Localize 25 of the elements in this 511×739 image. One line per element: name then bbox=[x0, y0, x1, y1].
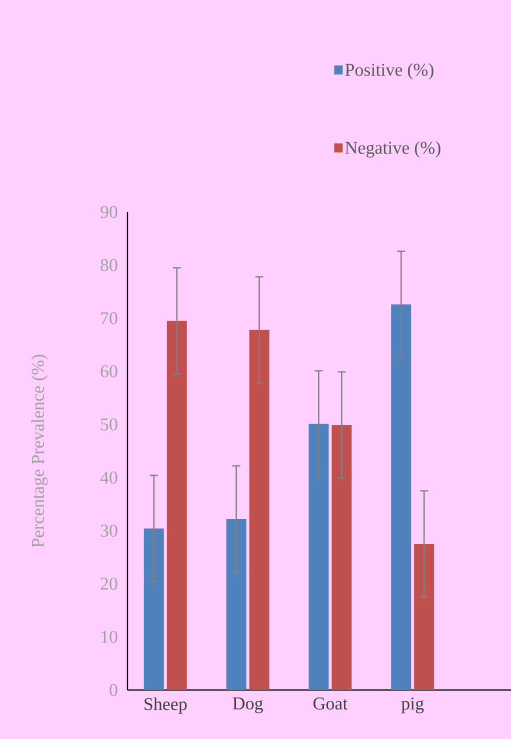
y-tick-label: 20 bbox=[100, 578, 118, 590]
bar bbox=[144, 528, 164, 690]
y-tick-label: 10 bbox=[101, 630, 118, 643]
y-tick-label: 50 bbox=[100, 418, 118, 431]
y-tick-label: 0 bbox=[109, 684, 118, 696]
y-tick-label: 80 bbox=[100, 259, 118, 272]
y-axis-title: Percentage Prevalence (%) bbox=[31, 354, 48, 548]
bar bbox=[414, 544, 434, 690]
x-tick-label: Dog bbox=[232, 698, 263, 714]
bar bbox=[331, 424, 352, 690]
x-tick-label: Goat bbox=[313, 698, 348, 710]
x-tick-label: pig bbox=[401, 698, 424, 714]
legend-label: Negative (%) bbox=[344, 141, 440, 158]
x-tick-label: Sheep bbox=[144, 698, 186, 714]
y-tick-label: 60 bbox=[100, 365, 118, 378]
y-tick-label: 90 bbox=[100, 206, 118, 218]
bar bbox=[226, 518, 246, 690]
y-tick-label: 40 bbox=[100, 471, 118, 484]
bar bbox=[166, 320, 187, 690]
y-tick-label: 30 bbox=[100, 524, 118, 537]
legend-label: Positive (%) bbox=[344, 63, 434, 80]
bar bbox=[308, 424, 328, 690]
bar bbox=[390, 304, 411, 690]
y-tick-label: 70 bbox=[100, 312, 118, 324]
bar bbox=[249, 330, 270, 690]
